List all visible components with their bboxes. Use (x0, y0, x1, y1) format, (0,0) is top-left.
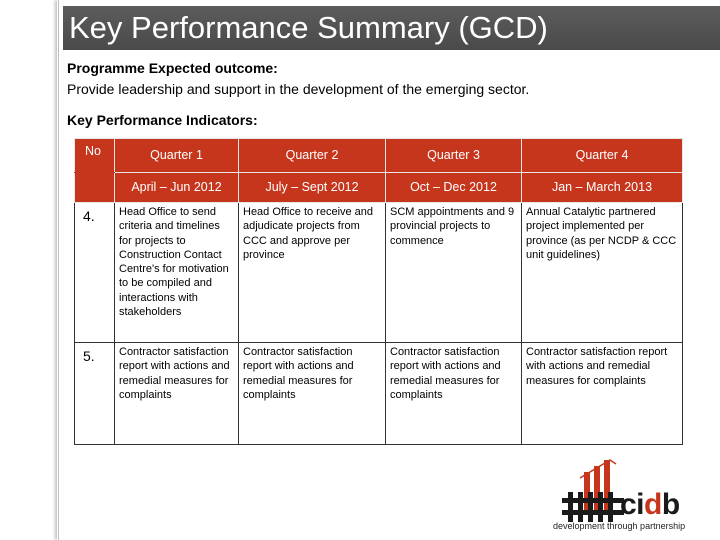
cidb-wordmark: cidb (620, 490, 680, 520)
header-row-periods: April – Jun 2012 July – Sept 2012 Oct – … (74, 172, 683, 203)
table-row: 5. Contractor satisfaction report with a… (74, 342, 683, 445)
wordmark-b: b (661, 488, 680, 521)
header-period-4: Jan – March 2013 (521, 172, 683, 203)
wordmark-d: d (644, 488, 662, 521)
wordmark-ci: ci (620, 488, 645, 521)
header-quarter-4: Quarter 4 (521, 138, 683, 173)
title-bar (63, 6, 720, 50)
header-row-quarters: No Quarter 1 Quarter 2 Quarter 3 Quarter… (74, 138, 683, 173)
header-no: No (74, 138, 115, 173)
table-cell: Head Office to send criteria and timelin… (114, 202, 239, 343)
table-cell: SCM appointments and 9 provincial projec… (385, 202, 522, 343)
left-edge-line (58, 0, 59, 540)
left-edge-rule (57, 0, 63, 540)
table-cell: Head Office to receive and adjudicate pr… (238, 202, 386, 343)
header-quarter-3: Quarter 3 (385, 138, 522, 173)
table-row: 4. Head Office to send criteria and time… (74, 202, 683, 343)
table-cell: Contractor satisfaction report with acti… (114, 342, 239, 445)
table-cell: Contractor satisfaction report with acti… (238, 342, 386, 445)
kpi-heading: Key Performance Indicators: (67, 112, 258, 128)
cidb-logo-mark (562, 459, 624, 522)
header-quarter-1: Quarter 1 (114, 138, 239, 173)
logo-tagline: development through partnership (553, 521, 686, 531)
row-number: 4. (74, 202, 115, 343)
header-period-2: July – Sept 2012 (238, 172, 386, 203)
table-cell: Contractor satisfaction report with acti… (385, 342, 522, 445)
table-cell: Contractor satisfaction report with acti… (521, 342, 683, 445)
header-period-3: Oct – Dec 2012 (385, 172, 522, 203)
outcome-text: Provide leadership and support in the de… (67, 81, 530, 97)
row-number: 5. (74, 342, 115, 445)
kpi-table: No Quarter 1 Quarter 2 Quarter 3 Quarter… (74, 138, 683, 445)
header-quarter-2: Quarter 2 (238, 138, 386, 173)
outcome-heading: Programme Expected outcome: (67, 60, 278, 76)
page-title: Key Performance Summary (GCD) (69, 10, 548, 45)
header-period-1: April – Jun 2012 (114, 172, 239, 203)
header-no-spacer (74, 172, 115, 203)
table-cell: Annual Catalytic partnered project imple… (521, 202, 683, 343)
